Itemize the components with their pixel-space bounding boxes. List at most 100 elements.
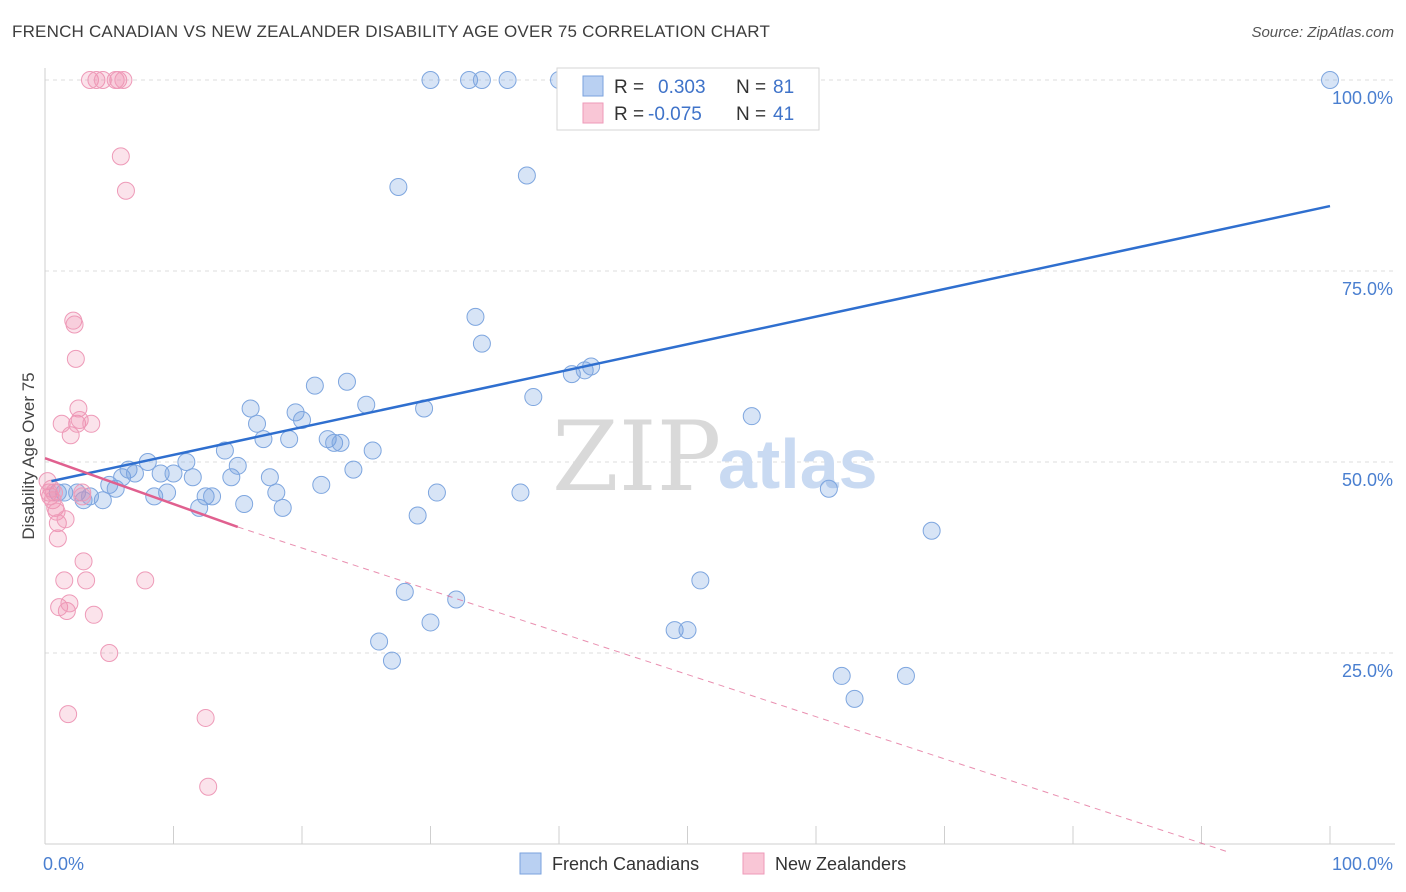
- legend-r-label-2: R =: [614, 104, 644, 125]
- y-axis-title: Disability Age Over 75: [19, 372, 38, 539]
- point-french-canadians-41: [357, 395, 376, 414]
- point-french-canadians-59: [517, 166, 536, 185]
- point-new-zealanders-29: [82, 414, 101, 433]
- legend-swatch-french-canadians: [582, 75, 604, 97]
- point-french-canadians-40: [344, 460, 363, 479]
- point-new-zealanders-5: [44, 483, 63, 502]
- watermark-atlas: atlas: [718, 425, 878, 503]
- y-tick-label-1: 50.0%: [1342, 470, 1393, 490]
- point-new-zealanders-36: [111, 147, 130, 166]
- point-new-zealanders-26: [74, 552, 93, 571]
- point-french-canadians-35: [312, 475, 331, 494]
- trend-lines: [44, 204, 1331, 853]
- point-french-canadians-29: [267, 483, 286, 502]
- point-french-canadians-22: [222, 468, 241, 487]
- legend-n-value-1: 81: [773, 77, 794, 98]
- point-new-zealanders-12: [55, 571, 74, 590]
- point-french-canadians-80: [922, 521, 941, 540]
- point-new-zealanders-17: [61, 426, 80, 445]
- point-new-zealanders-19: [65, 315, 84, 334]
- legend-r-label-1: R =: [614, 77, 644, 98]
- point-french-canadians-74: [742, 407, 761, 426]
- point-french-canadians-44: [382, 651, 401, 670]
- point-new-zealanders-13: [56, 510, 75, 529]
- point-french-canadians-10: [125, 464, 144, 483]
- point-french-canadians-33: [293, 410, 311, 429]
- stats-legend: R = 0.303 N = 81 R = -0.075 N = 41: [556, 67, 820, 131]
- point-new-zealanders-24: [73, 483, 92, 502]
- point-french-canadians-54: [421, 71, 440, 89]
- point-french-canadians-57: [498, 71, 517, 89]
- point-french-canadians-77: [832, 666, 851, 685]
- series-legend: French Canadians New Zealanders: [519, 852, 906, 875]
- chart-title: FRENCH CANADIAN VS NEW ZEALANDER DISABIL…: [12, 22, 771, 41]
- point-french-canadians-55: [460, 71, 479, 89]
- point-new-zealanders-37: [114, 71, 133, 89]
- series-legend-label-french-canadians: French Canadians: [552, 854, 699, 874]
- trend-line-new-zealanders-extended: [237, 526, 1228, 853]
- point-new-zealanders-15: [59, 705, 78, 724]
- point-new-zealanders-30: [84, 605, 103, 624]
- point-french-canadians-31: [280, 430, 299, 449]
- point-french-canadians-47: [408, 506, 427, 525]
- point-new-zealanders-25: [73, 487, 92, 506]
- point-new-zealanders-23: [70, 410, 89, 429]
- point-new-zealanders-8: [48, 529, 67, 548]
- point-french-canadians-20: [203, 487, 222, 506]
- point-french-canadians-58: [511, 483, 530, 502]
- series-legend-label-new-zealanders: New Zealanders: [775, 854, 906, 874]
- point-french-canadians-30: [273, 498, 292, 517]
- x-tick-label-0: 0.0%: [43, 854, 84, 874]
- point-new-zealanders-40: [196, 708, 215, 727]
- point-french-canadians-56: [472, 71, 491, 89]
- watermark-zip: ZIP: [552, 401, 721, 513]
- legend-r-value-1: 0.303: [658, 77, 706, 98]
- legend-r-value-2: -0.075: [648, 104, 702, 125]
- point-french-canadians-16: [177, 453, 196, 471]
- point-new-zealanders-32: [93, 71, 112, 89]
- point-french-canadians-39: [337, 372, 356, 391]
- y-tick-label-0: 25.0%: [1342, 661, 1393, 681]
- series-legend-swatch-new-zealanders: [742, 852, 765, 875]
- point-french-canadians-42: [363, 441, 382, 460]
- point-french-canadians-15: [164, 464, 183, 483]
- y-tick-label-2: 75.0%: [1342, 279, 1393, 299]
- axes: [44, 68, 1395, 845]
- point-french-canadians-21: [215, 441, 234, 460]
- point-french-canadians-46: [395, 582, 414, 601]
- trend-line-new-zealanders: [44, 457, 239, 529]
- series-legend-swatch-french-canadians: [519, 852, 542, 875]
- legend-n-label-1: N =: [736, 77, 766, 98]
- point-french-canadians-81: [1321, 71, 1339, 89]
- point-french-canadians-26: [248, 414, 267, 433]
- point-french-canadians-76: [819, 479, 838, 498]
- point-new-zealanders-41: [199, 777, 218, 796]
- point-french-canadians-45: [389, 177, 408, 196]
- x-tick-label-1: 100.0%: [1332, 854, 1393, 874]
- point-french-canadians-24: [235, 495, 254, 514]
- point-french-canadians-72: [691, 571, 710, 590]
- point-french-canadians-78: [845, 689, 864, 708]
- x-tick-labels: 0.0% 100.0%: [43, 854, 1393, 874]
- legend-n-value-2: 41: [773, 104, 794, 125]
- point-french-canadians-79: [896, 666, 915, 685]
- point-french-canadians-32: [286, 403, 305, 422]
- point-new-zealanders-38: [116, 181, 135, 200]
- point-french-canadians-13: [151, 464, 170, 483]
- point-new-zealanders-20: [66, 349, 85, 368]
- source-credit: Source: ZipAtlas.com: [1251, 24, 1394, 41]
- point-new-zealanders-35: [109, 71, 128, 89]
- point-french-canadians-52: [466, 307, 485, 326]
- point-french-canadians-28: [260, 468, 279, 487]
- y-tick-labels: 25.0% 50.0% 75.0% 100.0%: [1332, 88, 1393, 681]
- trend-line-french-canadians: [51, 204, 1331, 483]
- point-french-canadians-71: [678, 621, 697, 640]
- watermark: ZIP atlas: [552, 401, 878, 513]
- y-tick-label-3: 100.0%: [1332, 88, 1393, 108]
- point-french-canadians-53: [472, 334, 491, 353]
- legend-swatch-new-zealanders: [582, 102, 604, 124]
- point-french-canadians-23: [228, 456, 247, 475]
- point-french-canadians-70: [665, 621, 684, 640]
- point-french-canadians-60: [524, 388, 543, 407]
